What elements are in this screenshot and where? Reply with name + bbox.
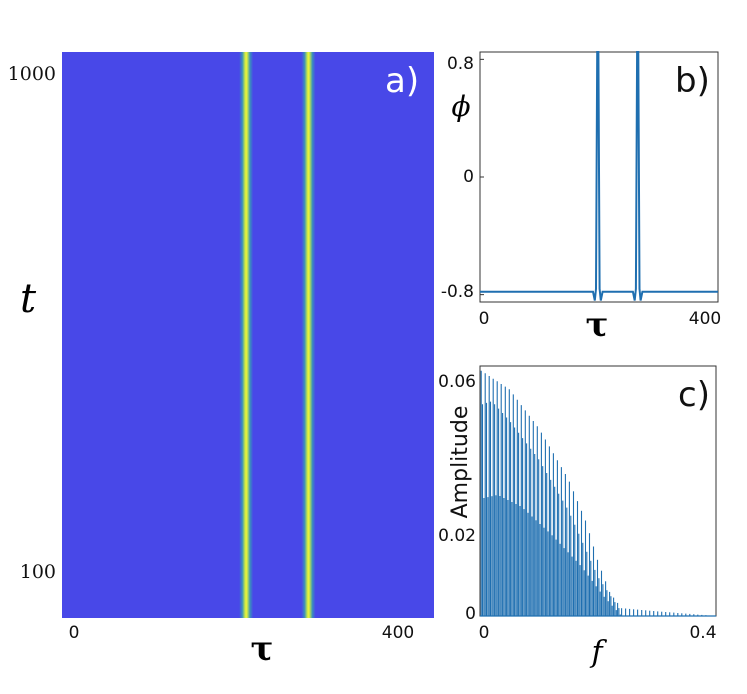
panel-c-xlabel: f xyxy=(589,635,607,670)
panel-b-ylabel: ϕ xyxy=(451,90,470,123)
panel-c-ytick-top: 0.06 xyxy=(438,372,476,392)
panel-b-tickmarks xyxy=(480,58,484,296)
panel-c-xtick-04: 0.4 xyxy=(689,623,716,643)
panel-c: c) 0.06 0.02 0 0 0.4 f Amplitude xyxy=(438,365,717,670)
panel-b-xlabel: τ xyxy=(586,305,609,345)
panel-b: b) 0.8 0 -0.8 0 400 τ ϕ xyxy=(441,51,721,345)
panel-a-label: a) xyxy=(385,61,419,101)
panel-b-xtick-400: 400 xyxy=(689,309,721,329)
panel-a-xtick-400: 400 xyxy=(382,623,414,643)
panel-c-ylabel: Amplitude xyxy=(448,406,473,519)
panel-b-xtick-0: 0 xyxy=(479,309,490,329)
panel-b-ytick-top: 0.8 xyxy=(447,54,474,74)
panel-a-xlabel: τ xyxy=(251,629,274,669)
panel-b-ytick-bottom: -0.8 xyxy=(441,282,474,302)
heatmap-stripe-1 xyxy=(239,52,254,618)
panel-c-label: c) xyxy=(678,375,710,415)
panel-a: a) 1000 100 0 400 τ t xyxy=(8,52,434,669)
panel-b-label: b) xyxy=(675,61,710,101)
panel-a-ylabel: t xyxy=(20,276,37,322)
spectrum-bars xyxy=(480,370,716,617)
panel-a-ytick-bottom: 100 xyxy=(20,561,56,583)
panel-b-ytick-mid: 0 xyxy=(463,167,474,187)
panel-a-ytick-top: 1000 xyxy=(8,63,56,85)
panel-c-xtick-0: 0 xyxy=(479,623,490,643)
panel-c-ytick-mid: 0.02 xyxy=(438,526,476,546)
heatmap-stripes xyxy=(239,52,316,618)
panel-a-xtick-0: 0 xyxy=(69,623,80,643)
panel-c-ytick-bottom: 0 xyxy=(465,604,476,624)
heatmap-stripe-2 xyxy=(301,52,316,618)
phi-series-line xyxy=(480,51,718,301)
